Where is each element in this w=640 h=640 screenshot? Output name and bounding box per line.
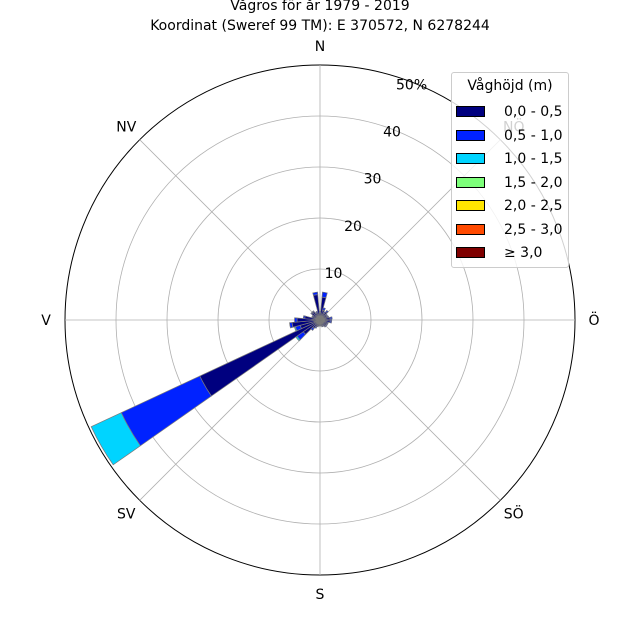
legend-entry: ≥ 3,0 bbox=[456, 244, 568, 262]
radial-tick-labels: 10 20 30 40 50% bbox=[325, 77, 428, 281]
legend-label: 1,5 - 2,0 bbox=[504, 174, 563, 191]
legend-label: ≥ 3,0 bbox=[504, 245, 543, 261]
direction-label: Ö bbox=[588, 311, 599, 329]
rose-bar-segment bbox=[325, 309, 329, 314]
rose-bar-segment bbox=[302, 315, 306, 320]
rose-bar-segment bbox=[323, 324, 327, 328]
rose-bar-segment bbox=[289, 322, 294, 329]
polar-grid bbox=[64, 64, 576, 576]
direction-label: SÖ bbox=[504, 505, 524, 523]
legend-label: 0,0 - 0,5 bbox=[504, 104, 563, 120]
radial-tick-label: 30 bbox=[364, 172, 382, 188]
legend-label: 1,0 - 1,5 bbox=[504, 151, 563, 167]
legend-swatch bbox=[456, 223, 485, 235]
direction-label: NV bbox=[116, 119, 136, 135]
direction-label: N bbox=[315, 39, 325, 55]
rose-bar-segment bbox=[311, 310, 315, 314]
grid-spoke bbox=[319, 319, 501, 501]
legend-swatch bbox=[456, 129, 485, 141]
chart-subtitle: Koordinat (Sweref 99 TM): E 370572, N 62… bbox=[150, 18, 490, 34]
legend-swatch bbox=[456, 176, 485, 188]
legend-swatch bbox=[456, 106, 485, 117]
radial-tick-label: 40 bbox=[383, 125, 401, 141]
grid-spoke bbox=[139, 319, 321, 501]
legend-swatch bbox=[456, 153, 485, 164]
legend-entry: 2,0 - 2,5 bbox=[456, 197, 568, 215]
rose-bar-segment bbox=[90, 412, 141, 466]
legend-title: Våghöjd (m) bbox=[467, 78, 553, 94]
radial-tick-label: 10 bbox=[325, 266, 343, 282]
wave-rose-bars bbox=[90, 291, 333, 466]
legend-entry: 2,5 - 3,0 bbox=[456, 221, 568, 239]
legend: Våghöjd (m) 0,0 - 0,5 0,5 - 1,0 1,0 - 1,5 1… bbox=[451, 72, 569, 268]
radial-tick-label: 50% bbox=[396, 77, 427, 93]
rose-bar-segment bbox=[294, 317, 298, 323]
legend-swatch bbox=[456, 247, 485, 258]
direction-label: SV bbox=[117, 507, 136, 523]
legend-entry: 0,0 - 0,5 bbox=[456, 103, 568, 121]
legend-swatch bbox=[456, 200, 485, 211]
grid-spoke bbox=[139, 139, 321, 321]
legend-label: 2,0 - 2,5 bbox=[504, 198, 563, 214]
chart-title: Vågros för år 1979 - 2019 bbox=[230, 0, 410, 14]
legend-label: 0,5 - 1,0 bbox=[504, 127, 563, 144]
rose-bar-segment bbox=[199, 319, 321, 397]
rose-bar-segment bbox=[329, 320, 333, 324]
radial-tick-label: 20 bbox=[344, 219, 362, 235]
rose-bar-segment bbox=[120, 375, 212, 447]
direction-label: S bbox=[316, 587, 325, 603]
legend-entry: 1,0 - 1,5 bbox=[456, 150, 568, 168]
rose-bar-segment bbox=[312, 291, 319, 296]
legend-entry: 0,5 - 1,0 bbox=[456, 127, 568, 145]
rose-bar-segment bbox=[322, 307, 326, 312]
legend-label: 2,5 - 3,0 bbox=[504, 221, 563, 238]
direction-label: V bbox=[41, 313, 51, 329]
legend-entry: 1,5 - 2,0 bbox=[456, 174, 568, 192]
rose-bar-segment bbox=[321, 291, 328, 299]
